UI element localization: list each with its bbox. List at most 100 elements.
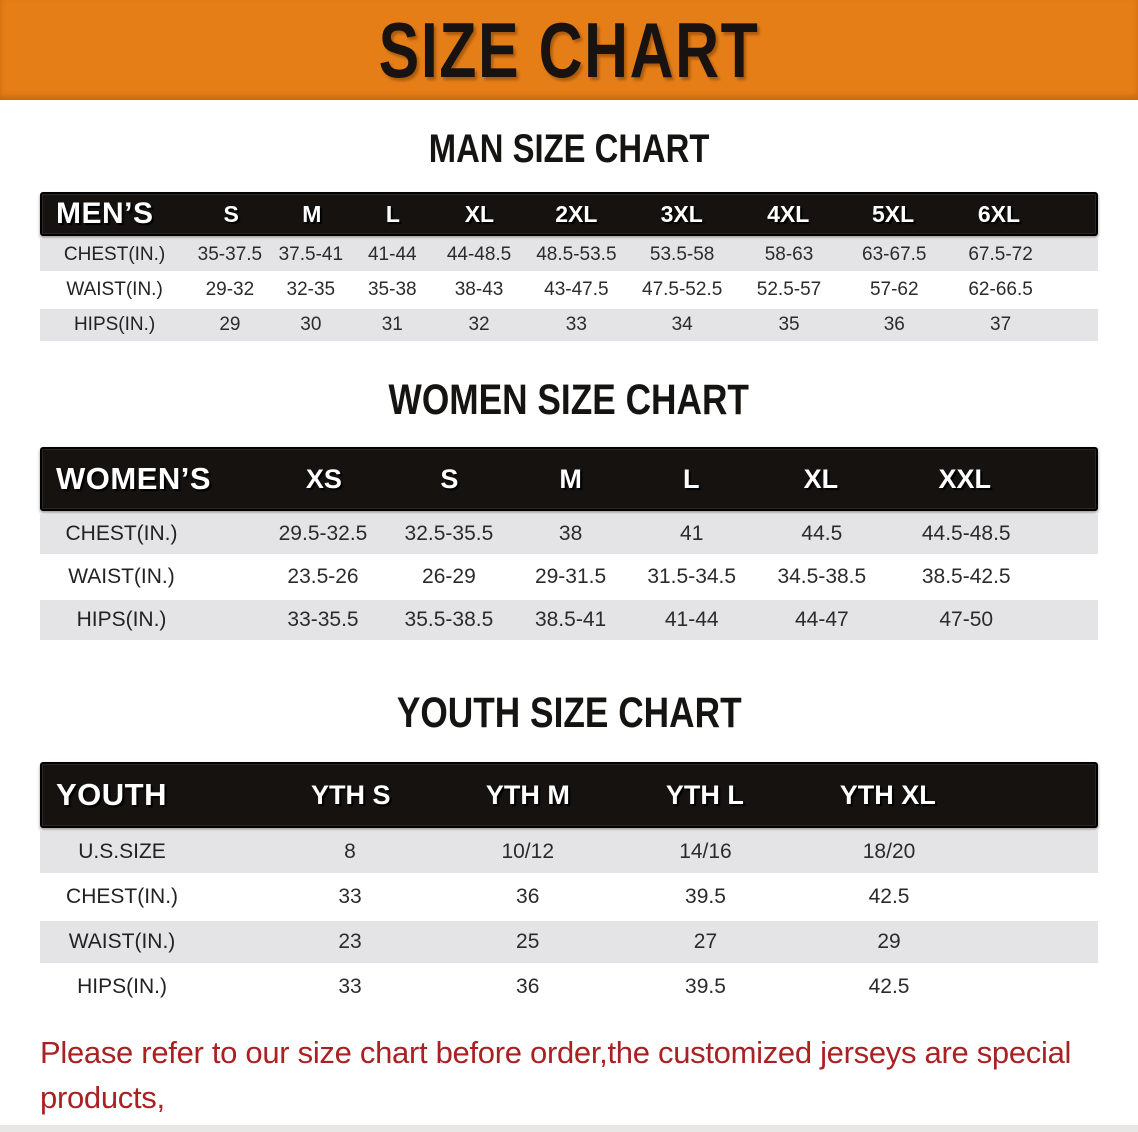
column-header: M <box>559 463 582 494</box>
row-spacer <box>1055 239 1098 271</box>
table-cell: 31 <box>381 314 403 335</box>
table-cell: 34.5-38.5 <box>777 565 867 588</box>
column-header: S <box>440 463 459 494</box>
table-cell: 39.5 <box>685 885 726 908</box>
table-cell: 53.5-58 <box>649 244 715 265</box>
table-cell: 23 <box>338 930 362 953</box>
table-row: CHEST(IN.) 33 36 39.5 42.5 <box>40 876 1098 918</box>
column-header: L <box>385 200 400 227</box>
table-row: WAIST(IN.) 23.5-26 26-29 29-31.5 31.5-34… <box>40 557 1098 597</box>
table-cell: 38.5-42.5 <box>921 565 1011 588</box>
table-cell: 44.5 <box>801 522 843 545</box>
column-header: YTH L <box>665 779 744 810</box>
table-cell: 41 <box>680 522 704 545</box>
women-table-title: WOMEN’S <box>56 461 212 496</box>
column-header: L <box>682 463 700 494</box>
table-row: HIPS(IN.) 29 30 31 32 33 34 35 36 37 <box>40 309 1098 341</box>
table-cell: 42.5 <box>868 885 910 908</box>
row-label: WAIST(IN.) <box>68 565 175 588</box>
header-spacer <box>1053 194 1096 234</box>
table-cell: 33-35.5 <box>287 608 359 631</box>
column-header: XXL <box>938 463 991 494</box>
column-header: YTH S <box>311 779 391 810</box>
row-spacer <box>983 831 1098 873</box>
row-label: HIPS(IN.) <box>76 608 167 631</box>
table-row: HIPS(IN.) 33 36 39.5 42.5 <box>40 966 1098 1008</box>
table-cell: 43-47.5 <box>544 279 609 300</box>
column-header: XS <box>305 463 342 494</box>
table-cell: 37.5-41 <box>278 244 344 265</box>
table-cell: 48.5-53.5 <box>536 244 617 265</box>
table-cell: 52.5-57 <box>756 279 822 300</box>
column-header: YTH XL <box>839 779 936 810</box>
row-spacer <box>1042 600 1098 640</box>
table-cell: 35-37.5 <box>197 244 263 265</box>
row-label: WAIST(IN.) <box>68 930 176 953</box>
men-table-title: MEN’S <box>56 197 154 230</box>
row-label: CHEST(IN.) <box>63 244 166 265</box>
table-row: HIPS(IN.) 33-35.5 35.5-38.5 38.5-41 41-4… <box>40 600 1098 640</box>
column-header: 6XL <box>977 200 1021 227</box>
table-cell: 33 <box>338 975 362 998</box>
table-cell: 41-44 <box>664 608 719 631</box>
table-cell: 36 <box>516 975 540 998</box>
column-header: 4XL <box>767 200 810 227</box>
table-cell: 35.5-38.5 <box>404 608 494 631</box>
page-title: SIZE CHART <box>378 5 760 94</box>
men-size-table: MEN’S S M L XL 2XL 3XL 4XL 5XL 6XL CHEST… <box>40 192 1098 341</box>
table-cell: 26-29 <box>422 565 476 588</box>
header-spacer <box>981 764 1096 826</box>
women-section-heading-text: WOMEN SIZE CHART <box>388 376 750 424</box>
table-cell: 33 <box>565 314 587 335</box>
table-cell: 25 <box>516 930 540 953</box>
table-cell: 29-32 <box>205 279 255 300</box>
table-cell: 67.5-72 <box>968 244 1033 265</box>
table-cell: 35-38 <box>367 279 417 300</box>
youth-section-heading: YOUTH SIZE CHART <box>0 690 1138 736</box>
youth-table-header-row: YOUTH YTH S YTH M YTH L YTH XL <box>40 762 1098 828</box>
table-cell: 27 <box>693 930 718 953</box>
table-cell: 31.5-34.5 <box>647 565 737 588</box>
row-label: HIPS(IN.) <box>73 314 156 335</box>
table-row: WAIST(IN.) 29-32 32-35 35-38 38-43 43-47… <box>40 274 1098 306</box>
table-cell: 38 <box>558 522 583 545</box>
table-cell: 44.5-48.5 <box>921 522 1011 545</box>
table-cell: 32 <box>468 314 490 335</box>
column-header: XL <box>464 200 495 227</box>
row-label: CHEST(IN.) <box>66 885 179 908</box>
table-cell: 18/20 <box>862 840 916 863</box>
table-cell: 39.5 <box>685 975 726 998</box>
table-cell: 62-66.5 <box>968 279 1033 300</box>
youth-section-heading-text: YOUTH SIZE CHART <box>396 689 742 737</box>
table-cell: 36 <box>883 314 905 335</box>
table-cell: 8 <box>344 840 356 863</box>
row-label: CHEST(IN.) <box>65 522 178 545</box>
table-cell: 29 <box>877 930 901 953</box>
disclaimer-text: Please refer to our size chart before or… <box>40 1030 1098 1132</box>
youth-table-title: YOUTH <box>56 777 167 812</box>
table-cell: 29 <box>219 314 241 335</box>
column-header: 2XL <box>555 200 598 227</box>
table-cell: 34 <box>671 314 693 335</box>
table-cell: 37 <box>990 314 1012 335</box>
title-banner: SIZE CHART <box>0 0 1138 100</box>
table-cell: 58-63 <box>764 244 814 265</box>
row-spacer <box>983 876 1098 918</box>
table-row: U.S.SIZE 8 10/12 14/16 18/20 <box>40 831 1098 873</box>
table-cell: 42.5 <box>868 975 910 998</box>
table-cell: 30 <box>300 314 322 335</box>
table-cell: 32-35 <box>286 279 336 300</box>
table-cell: 29-31.5 <box>534 565 607 588</box>
row-spacer <box>1042 557 1098 597</box>
table-cell: 14/16 <box>679 840 732 863</box>
table-cell: 29.5-32.5 <box>278 522 368 545</box>
table-row: CHEST(IN.) 35-37.5 37.5-41 41-44 44-48.5… <box>40 239 1098 271</box>
table-cell: 44-48.5 <box>446 244 512 265</box>
table-cell: 35 <box>778 314 800 335</box>
men-table-header-row: MEN’S S M L XL 2XL 3XL 4XL 5XL 6XL <box>40 192 1098 236</box>
table-cell: 57-62 <box>869 279 919 300</box>
men-section-heading: MAN SIZE CHART <box>0 126 1138 172</box>
disclaimer-line-1: Please refer to our size chart before or… <box>40 1035 1072 1115</box>
table-row: WAIST(IN.) 23 25 27 29 <box>40 921 1098 963</box>
column-header: 3XL <box>660 200 703 227</box>
